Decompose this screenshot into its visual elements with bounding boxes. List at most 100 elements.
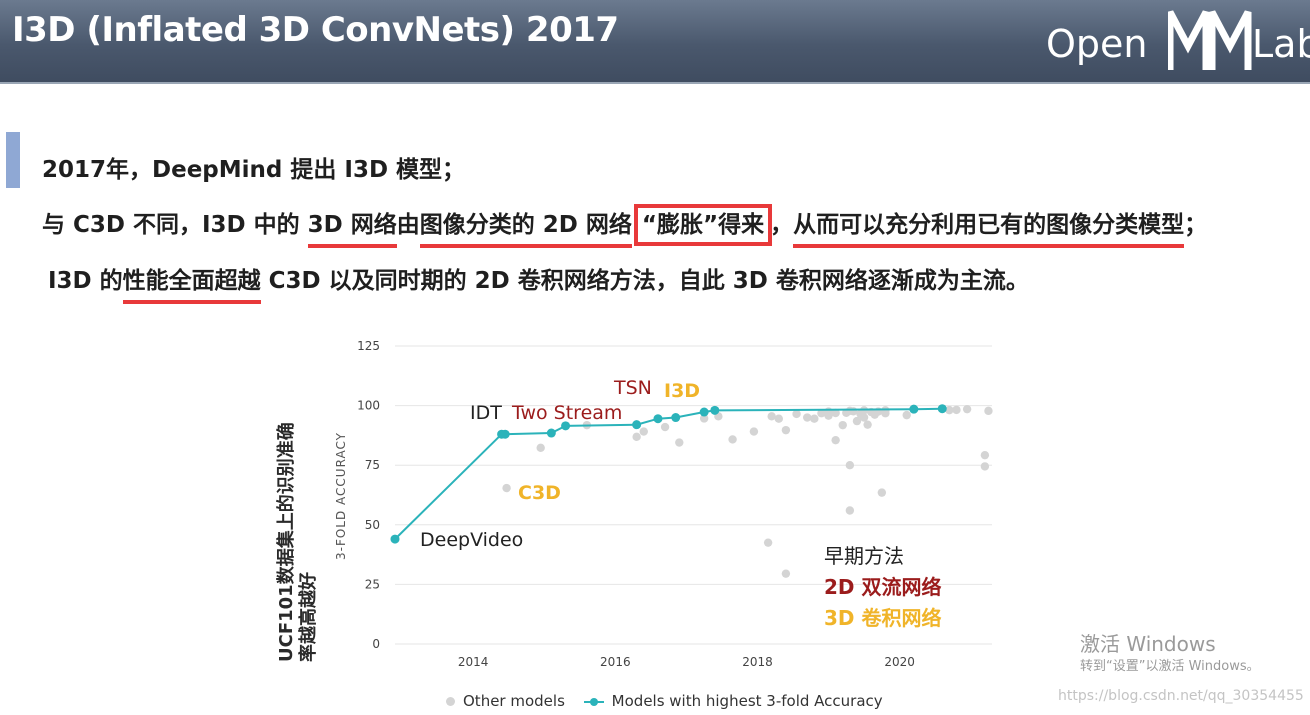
legend-best-models: Models with highest 3-fold Accuracy: [583, 692, 883, 710]
best-model-point: [546, 428, 556, 438]
line2-part-6: ，: [770, 212, 794, 238]
slide-title: I3D (Inflated 3D ConvNets) 2017: [12, 10, 619, 50]
line2-part-1: 与 C3D 不同，I3D 中的: [42, 212, 308, 238]
best-model-point: [561, 421, 571, 431]
y-axis-annotation-text: UCF101数据集上的识别准确率越高越好: [276, 422, 319, 662]
method-legend-item-2: 2D 双流网络: [824, 575, 941, 599]
method-legend-text: 早期方法 2D 双流网络 3D 卷积网络: [824, 544, 941, 630]
other-model-point: [728, 435, 737, 444]
other-model-point: [763, 538, 773, 547]
y-tick-125: 125: [357, 339, 380, 353]
y-axis-annotation-cn: UCF101数据集上的识别准确率越高越好: [276, 362, 320, 662]
highlight-pretrained: 从而可以充分利用已有的图像分类模型: [793, 212, 1185, 238]
other-model-point: [792, 409, 801, 419]
line2-part-8: ；: [1184, 212, 1208, 238]
openmmlab-logo: Open Lab: [1040, 4, 1310, 74]
other-model-point: [536, 443, 545, 452]
windows-activation-title: 激活 Windows: [1080, 632, 1216, 656]
annotation-tsn: TSN: [613, 377, 652, 399]
line3-part-3: C3D 以及同时期的 2D 卷积网络方法，自此 3D 卷积网络逐渐成为主流。: [260, 268, 1029, 294]
windows-activation-hint: 转到“设置”以激活 Windows。: [1080, 659, 1260, 674]
y-tick-50: 50: [365, 518, 380, 532]
y-tick-25: 25: [365, 577, 380, 591]
accent-bar: [6, 132, 20, 188]
highlight-inflated-box: “膨胀”得来: [633, 204, 773, 246]
chart-legend: Other models Models with highest 3-fold …: [446, 692, 897, 710]
other-model-point: [877, 488, 887, 497]
highlight-3d-network: 3D 网络: [307, 212, 397, 238]
other-model-point: [984, 406, 993, 416]
other-model-point: [881, 409, 890, 418]
other-model-point: [902, 410, 911, 420]
line2-part-3: 由: [396, 212, 420, 238]
other-model-point: [824, 411, 833, 420]
csdn-watermark: https://blog.csdn.net/qq_30354455: [1058, 688, 1304, 704]
best-model-point: [390, 534, 400, 544]
y-tick-0: 0: [372, 637, 380, 651]
other-model-point: [774, 414, 783, 423]
highlight-2d-network: 图像分类的 2D 网络: [419, 212, 632, 238]
other-model-point: [699, 414, 709, 423]
best-model-point: [671, 413, 681, 423]
other-models-points: [502, 404, 993, 578]
best-model-point: [937, 404, 947, 414]
other-model-point: [803, 413, 812, 422]
other-model-point: [502, 483, 511, 493]
body-line-1: 2017年，DeepMind 提出 I3D 模型；: [42, 157, 466, 183]
logo-mm-mark: [1168, 10, 1252, 70]
legend-line-best: [583, 697, 604, 706]
other-model-point: [831, 408, 840, 418]
other-model-point: [952, 405, 961, 415]
other-model-point: [831, 435, 840, 445]
best-model-point: [909, 404, 919, 414]
method-legend-item-1: 早期方法: [824, 544, 904, 568]
slide-header: I3D (Inflated 3D ConvNets) 2017 Open Lab: [0, 0, 1310, 84]
best-model-point: [653, 414, 663, 424]
y-axis-label: 3-FOLD ACCURACY: [334, 432, 348, 560]
chart-annotations: DeepVideo IDT Two Stream TSN I3D C3D: [420, 377, 700, 551]
y-tick-75: 75: [365, 458, 380, 472]
logo-text-open: Open: [1046, 22, 1148, 66]
y-tick-100: 100: [357, 399, 380, 413]
other-model-point: [810, 414, 819, 423]
other-model-point: [852, 416, 862, 426]
other-model-point: [845, 506, 855, 515]
other-model-point: [632, 432, 641, 442]
other-model-point: [749, 427, 759, 436]
annotation-idt: IDT: [470, 402, 502, 424]
x-tick-2020: 2020: [884, 655, 915, 669]
best-model-point: [632, 420, 642, 430]
y-tick-labels: 0 25 50 75 100 125: [357, 339, 380, 651]
best-model-point: [710, 405, 720, 415]
body-line-3: I3D 的性能全面超越 C3D 以及同时期的 2D 卷积网络方法，自此 3D 卷…: [48, 261, 1029, 295]
other-model-point: [962, 404, 972, 414]
other-model-point: [945, 405, 954, 415]
logo-text-lab: Lab: [1252, 22, 1310, 66]
other-model-point: [859, 413, 869, 422]
other-model-point: [838, 420, 847, 430]
x-tick-2014: 2014: [458, 655, 489, 669]
x-tick-2016: 2016: [600, 655, 631, 669]
legend-other-models: Other models: [446, 692, 565, 710]
best-model-point: [699, 407, 709, 417]
other-model-point: [980, 450, 990, 460]
other-model-point: [767, 412, 776, 421]
other-model-point: [639, 427, 648, 436]
other-model-point: [675, 438, 684, 447]
annotation-two-stream: Two Stream: [511, 402, 622, 424]
other-model-point: [781, 569, 791, 578]
legend-dot-other: [446, 697, 455, 706]
x-tick-labels: 2014 2016 2018 2020: [458, 655, 915, 669]
best-models-series: [390, 404, 947, 544]
annotation-i3d: I3D: [664, 380, 700, 402]
x-tick-2018: 2018: [742, 655, 773, 669]
body-line-2: 与 C3D 不同，I3D 中的 3D 网络由图像分类的 2D 网络 “膨胀”得来，…: [42, 204, 1208, 246]
annotation-c3d: C3D: [518, 482, 561, 504]
highlight-outperform: 性能全面超越: [122, 268, 261, 294]
other-model-point: [845, 461, 855, 470]
other-model-point: [980, 462, 990, 471]
method-legend-item-3: 3D 卷积网络: [824, 606, 941, 630]
other-model-point: [781, 425, 791, 435]
annotation-deepvideo: DeepVideo: [420, 529, 523, 551]
